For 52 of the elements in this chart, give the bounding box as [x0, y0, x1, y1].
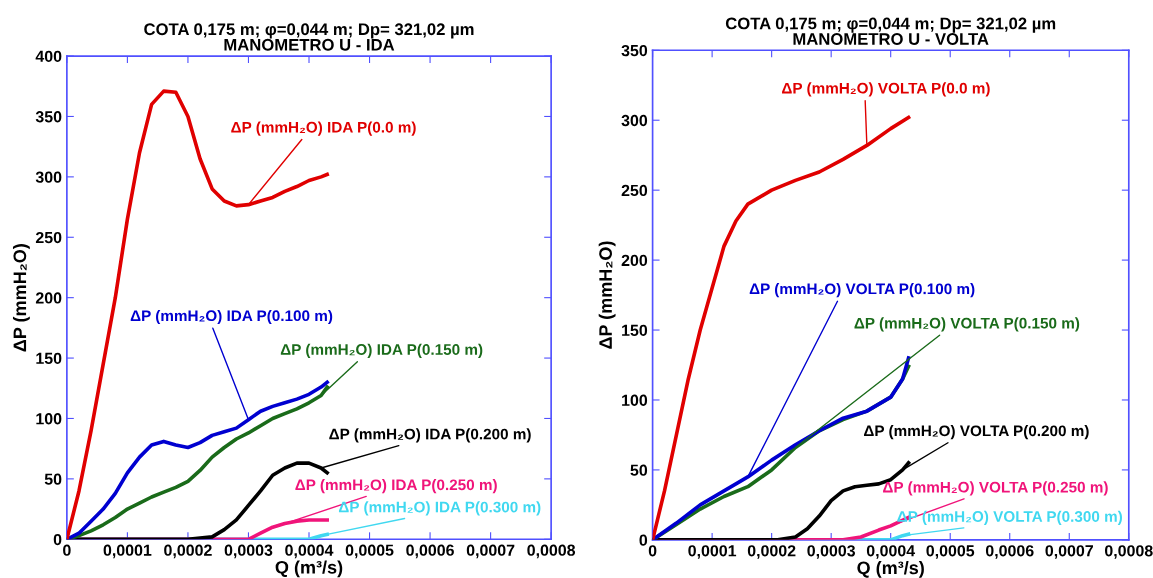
- x-tick-label: 0,0007: [1045, 545, 1093, 559]
- series-label: ΔP (mmH₂O) IDA P(0.200 m): [329, 428, 531, 443]
- text: ΔP (mmH₂O) IDA P(0.100 m): [130, 309, 333, 325]
- text: ΔP (mmH₂O) VOLTA P(0.200 m): [864, 425, 1089, 440]
- text: ΔP (mmH₂O) VOLTA P(0.100 m): [749, 283, 975, 298]
- x-tick-label: 0,0006: [985, 545, 1034, 559]
- x-tick-label: 0,0001: [103, 544, 152, 559]
- x-tick-label: 0,0004: [285, 544, 334, 559]
- text: ΔP (mmH₂O) VOLTA P(0.0 m): [782, 82, 990, 97]
- x-tick-label: 0,0005: [926, 545, 975, 559]
- x-tick-label: 0,0005: [345, 544, 394, 559]
- x-tick-label: 0,0004: [866, 545, 916, 559]
- chart-title: COTA 0,175 m; φ=0,044 m; Dp= 321,02 µm MANOMETRO U - VOLTA: [725, 17, 1056, 45]
- x-tick-label: 0,0003: [807, 545, 856, 559]
- text: ΔP (mmH₂O) VOLTA P(0.150 m): [854, 317, 1080, 332]
- y-tick-label: 250: [621, 184, 648, 197]
- text: ΔP (mmH₂O) IDA P(0.0 m): [231, 121, 416, 136]
- y-tick-label: 100: [622, 394, 648, 406]
- y-tick-label: 0: [53, 533, 62, 546]
- x-tick-label: 0,0001: [688, 545, 737, 559]
- x-tick-label: 0,0003: [224, 544, 273, 559]
- chart-title: COTA 0,175 m; φ=0,044 m; Dp= 321,02 µm MANOMETRO U - IDA: [144, 23, 474, 51]
- y-tick-label: 100: [36, 413, 62, 425]
- y-tick-label: 200: [621, 254, 648, 267]
- x-tick-label: 0,0008: [527, 544, 576, 559]
- y-tick-label: 150: [622, 324, 648, 336]
- y-axis-title: ΔP (mmH₂O): [12, 244, 30, 352]
- text: ΔP (mmH₂O) VOLTA P(0.250 m): [883, 481, 1108, 496]
- y-axis-title: ΔP (mmH₂O): [598, 241, 616, 349]
- y-tick-label: 150: [36, 352, 62, 365]
- x-tick-label: 0: [648, 545, 657, 557]
- x-tick-label: 0: [63, 544, 71, 556]
- series-label: ΔP (mmH₂O) IDA P(0.250 m): [295, 479, 497, 494]
- y-tick-label: 50: [630, 464, 648, 476]
- x-tick-label: 0,0007: [466, 544, 515, 559]
- y-tick-label: 0: [639, 534, 648, 546]
- y-tick-label: 300: [35, 171, 62, 183]
- y-tick-label: 350: [621, 44, 648, 57]
- x-tick-label: 0,0008: [1104, 545, 1153, 559]
- x-tick-label: 0,0006: [406, 544, 454, 559]
- y-tick-label: 350: [35, 111, 62, 123]
- y-tick-label: 250: [35, 231, 62, 244]
- x-tick-label: 0,0002: [164, 544, 212, 559]
- y-tick-label: 300: [621, 114, 648, 127]
- x-axis-title: Q (m³/s): [275, 560, 343, 578]
- series-label: ΔP (mmH₂O) IDA P(0.300 m): [338, 501, 541, 516]
- y-tick-label: 400: [35, 50, 62, 63]
- y-tick-label: 200: [35, 292, 62, 304]
- y-tick-label: 50: [44, 473, 62, 485]
- x-tick-label: 0,0002: [747, 545, 796, 559]
- x-axis-title: Q (m³/s): [857, 560, 924, 578]
- text: ΔP (mmH₂O) IDA P(0.150 m): [280, 343, 483, 358]
